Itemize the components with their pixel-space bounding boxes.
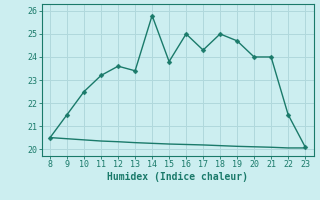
X-axis label: Humidex (Indice chaleur): Humidex (Indice chaleur) bbox=[107, 172, 248, 182]
